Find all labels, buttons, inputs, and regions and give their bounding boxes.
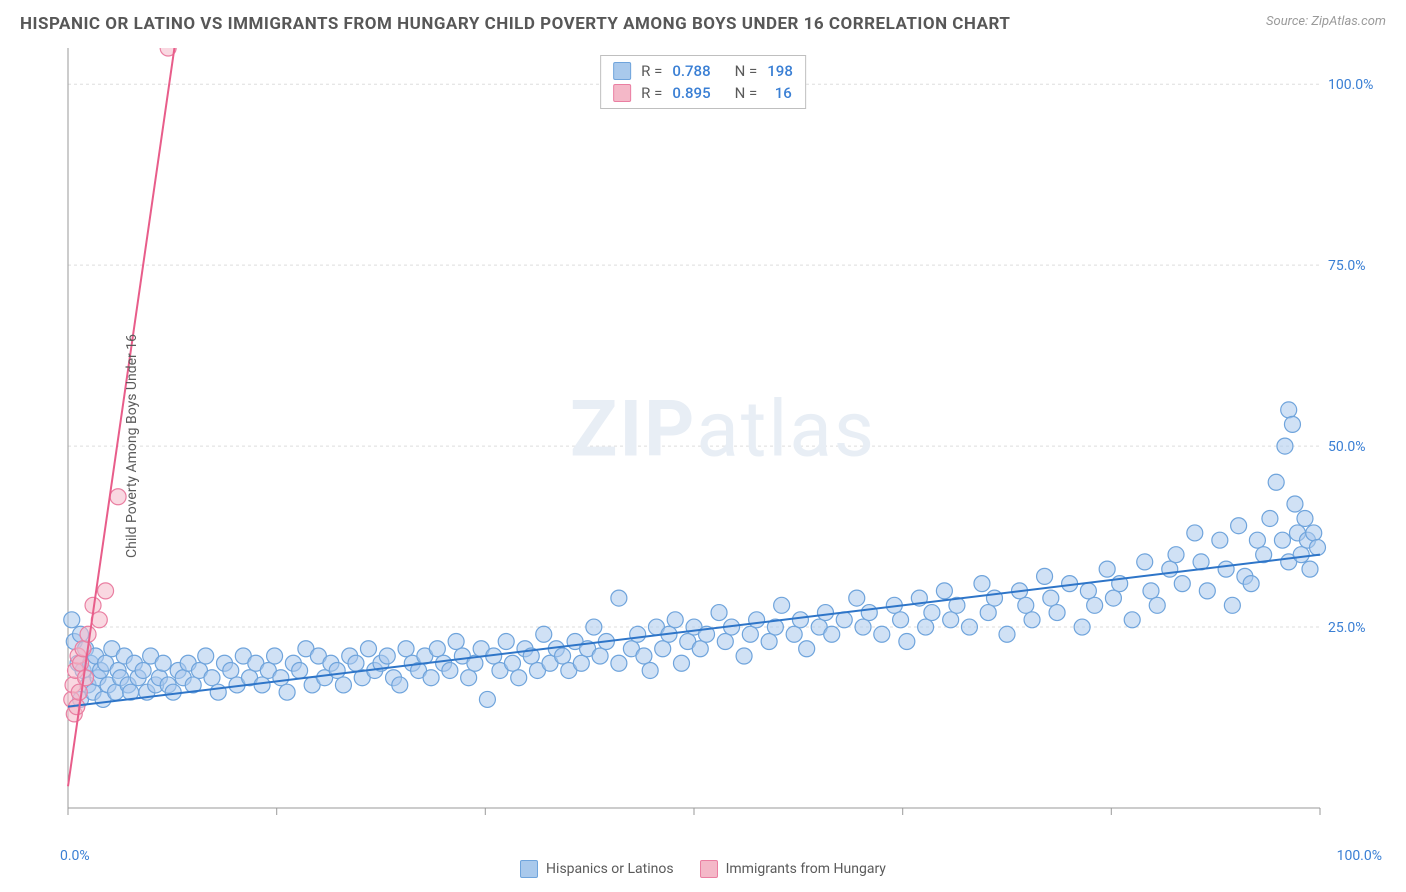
r-value-pink: 0.895 xyxy=(672,84,710,102)
svg-text:75.0%: 75.0% xyxy=(1328,258,1366,274)
swatch-blue xyxy=(613,62,631,80)
legend-row-pink: R = 0.895 N = 16 xyxy=(613,82,793,104)
chart-title: HISPANIC OR LATINO VS IMMIGRANTS FROM HU… xyxy=(20,14,1010,34)
series-legend: Hispanics or Latinos Immigrants from Hun… xyxy=(0,860,1406,878)
swatch-pink-icon xyxy=(700,860,718,878)
source-attribution: Source: ZipAtlas.com xyxy=(1266,14,1386,29)
r-value-blue: 0.788 xyxy=(672,62,710,80)
legend-item-pink: Immigrants from Hungary xyxy=(700,860,886,878)
n-value-blue: 198 xyxy=(767,62,793,80)
watermark: ZIPatlas xyxy=(570,385,876,476)
legend-label-pink: Immigrants from Hungary xyxy=(726,861,886,877)
svg-text:25.0%: 25.0% xyxy=(1328,620,1366,636)
legend-item-blue: Hispanics or Latinos xyxy=(520,860,674,878)
swatch-blue-icon xyxy=(520,860,538,878)
y-axis-label: Child Poverty Among Boys Under 16 xyxy=(124,334,140,558)
n-value-pink: 16 xyxy=(767,84,792,102)
svg-text:50.0%: 50.0% xyxy=(1328,439,1366,455)
legend-label-blue: Hispanics or Latinos xyxy=(546,861,674,877)
svg-text:100.0%: 100.0% xyxy=(1328,77,1373,93)
correlation-legend: R = 0.788 N = 198 R = 0.895 N = 16 xyxy=(600,55,806,109)
plot-area: Child Poverty Among Boys Under 16 ZIPatl… xyxy=(60,48,1386,844)
legend-row-blue: R = 0.788 N = 198 xyxy=(613,60,793,82)
swatch-pink xyxy=(613,84,631,102)
